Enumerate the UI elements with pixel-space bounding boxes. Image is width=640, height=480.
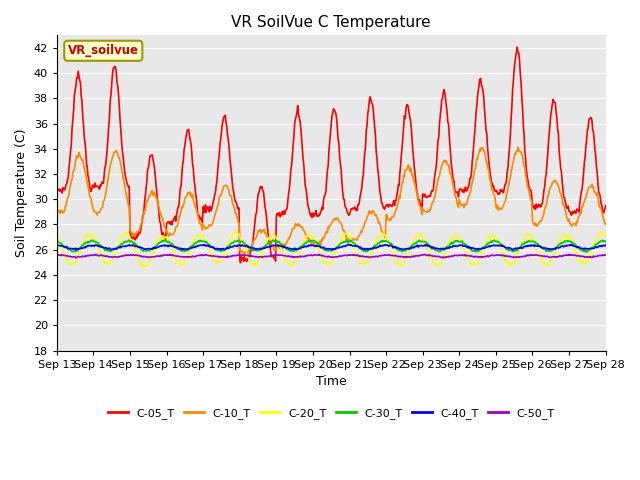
C-30_T <box>324 248 332 254</box>
Legend: C-05_T, C-10_T, C-20_T, C-30_T, C-40_T, C-50_T: C-05_T, C-10_T, C-20_T, C-30_T, C-40_T, … <box>104 404 559 423</box>
C-50_T <box>602 252 609 258</box>
C-10_T <box>53 206 61 212</box>
Line: C-10_T: C-10_T <box>57 147 605 254</box>
C-10_T <box>553 180 561 185</box>
C-50_T <box>174 253 182 259</box>
Line: C-50_T: C-50_T <box>57 254 605 258</box>
C-40_T <box>567 241 575 247</box>
C-20_T <box>378 230 385 236</box>
C-40_T <box>430 245 438 251</box>
C-30_T <box>174 246 182 252</box>
C-40_T <box>602 242 609 248</box>
C-20_T <box>174 259 182 265</box>
Text: VR_soilvue: VR_soilvue <box>68 44 139 57</box>
C-40_T <box>197 242 205 248</box>
Line: C-40_T: C-40_T <box>57 244 605 250</box>
C-05_T <box>237 260 244 265</box>
C-20_T <box>324 262 332 267</box>
C-30_T <box>161 237 169 243</box>
C-50_T <box>553 254 561 260</box>
C-40_T <box>552 245 560 251</box>
C-05_T <box>173 208 181 214</box>
C-30_T <box>198 238 205 244</box>
C-30_T <box>431 247 439 253</box>
C-10_T <box>173 223 181 229</box>
Line: C-05_T: C-05_T <box>57 47 605 263</box>
C-05_T <box>53 184 61 190</box>
C-30_T <box>377 240 385 245</box>
C-10_T <box>377 224 385 230</box>
C-40_T <box>509 247 516 252</box>
C-50_T <box>324 253 332 259</box>
C-05_T <box>553 115 561 120</box>
C-30_T <box>552 245 560 251</box>
C-10_T <box>602 221 609 227</box>
C-05_T <box>513 44 521 50</box>
C-20_T <box>233 229 241 235</box>
C-05_T <box>431 172 439 178</box>
C-50_T <box>378 253 385 259</box>
Line: C-20_T: C-20_T <box>57 232 605 266</box>
C-10_T <box>241 252 248 257</box>
X-axis label: Time: Time <box>316 375 347 388</box>
C-10_T <box>431 194 439 200</box>
C-50_T <box>315 252 323 257</box>
C-05_T <box>377 193 385 199</box>
C-40_T <box>173 245 181 251</box>
C-40_T <box>53 243 61 249</box>
C-20_T <box>432 262 440 268</box>
C-30_T <box>602 239 609 245</box>
C-30_T <box>583 249 591 255</box>
C-05_T <box>197 215 205 221</box>
C-50_T <box>72 255 80 261</box>
C-20_T <box>198 233 205 239</box>
C-50_T <box>53 252 61 258</box>
C-20_T <box>53 233 61 239</box>
C-10_T <box>324 230 332 236</box>
C-05_T <box>602 203 609 209</box>
C-50_T <box>198 252 205 258</box>
C-20_T <box>553 246 561 252</box>
C-40_T <box>376 242 384 248</box>
C-05_T <box>324 168 332 173</box>
C-20_T <box>140 264 148 269</box>
Line: C-30_T: C-30_T <box>57 240 605 252</box>
Y-axis label: Soil Temperature (C): Soil Temperature (C) <box>15 129 28 257</box>
C-30_T <box>53 238 61 244</box>
Title: VR SoilVue C Temperature: VR SoilVue C Temperature <box>232 15 431 30</box>
C-20_T <box>602 232 609 238</box>
C-50_T <box>432 253 440 259</box>
C-10_T <box>197 221 205 227</box>
C-40_T <box>323 246 330 252</box>
C-10_T <box>514 144 522 150</box>
